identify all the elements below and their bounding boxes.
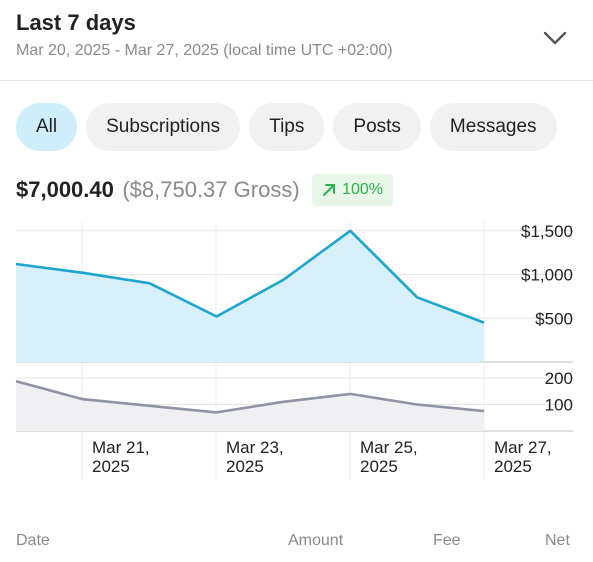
x-tick-label-year: 2025 bbox=[360, 457, 398, 476]
arrow-up-right-icon bbox=[323, 183, 336, 196]
series-area-1 bbox=[16, 381, 484, 431]
net-amount: $7,000.40 bbox=[16, 177, 114, 202]
x-tick-label: Mar 25, bbox=[360, 438, 418, 457]
tab-tips[interactable]: Tips bbox=[249, 103, 325, 151]
x-tick-label-year: 2025 bbox=[494, 457, 532, 476]
tab-posts[interactable]: Posts bbox=[333, 103, 421, 151]
x-tick-label: Mar 27, bbox=[494, 438, 552, 457]
column-fee: Fee bbox=[433, 532, 461, 549]
change-badge: 100% bbox=[312, 174, 394, 206]
table-header: Date Amount Fee Net bbox=[0, 528, 593, 558]
series-line-0 bbox=[15, 229, 485, 324]
tab-messages[interactable]: Messages bbox=[429, 103, 557, 151]
y-tick-label: 100 bbox=[545, 396, 573, 415]
tab-all[interactable]: All bbox=[16, 103, 78, 151]
x-tick-label: Mar 23, bbox=[226, 438, 284, 457]
change-percent: 100% bbox=[342, 181, 384, 198]
chevron-down-icon[interactable] bbox=[539, 24, 571, 52]
category-tabs: All Subscriptions Tips Posts Messages bbox=[16, 103, 593, 151]
series-area-0 bbox=[16, 230, 484, 362]
x-tick-label: Mar 21, bbox=[92, 438, 150, 457]
y-tick-label: 200 bbox=[545, 369, 573, 388]
y-tick-label: $1,000 bbox=[521, 266, 573, 285]
column-date: Date bbox=[16, 532, 50, 549]
gross-amount: ($8,750.37 Gross) bbox=[122, 177, 300, 202]
x-tick-label-year: 2025 bbox=[92, 457, 130, 476]
y-tick-label: $500 bbox=[535, 309, 573, 328]
x-tick-label-year: 2025 bbox=[226, 457, 264, 476]
series-line-1 bbox=[15, 379, 485, 414]
y-tick-label: $1,500 bbox=[521, 222, 573, 241]
date-range-header[interactable]: Last 7 days Mar 20, 2025 - Mar 27, 2025 … bbox=[0, 0, 593, 81]
column-amount: Amount bbox=[288, 532, 344, 549]
earnings-summary: $7,000.40 ($8,750.37 Gross) 100% bbox=[16, 174, 394, 208]
tab-subscriptions[interactable]: Subscriptions bbox=[86, 103, 241, 151]
period-title: Last 7 days bbox=[16, 10, 136, 35]
column-net: Net bbox=[545, 532, 570, 549]
period-subtitle: Mar 20, 2025 - Mar 27, 2025 (local time … bbox=[16, 42, 393, 59]
